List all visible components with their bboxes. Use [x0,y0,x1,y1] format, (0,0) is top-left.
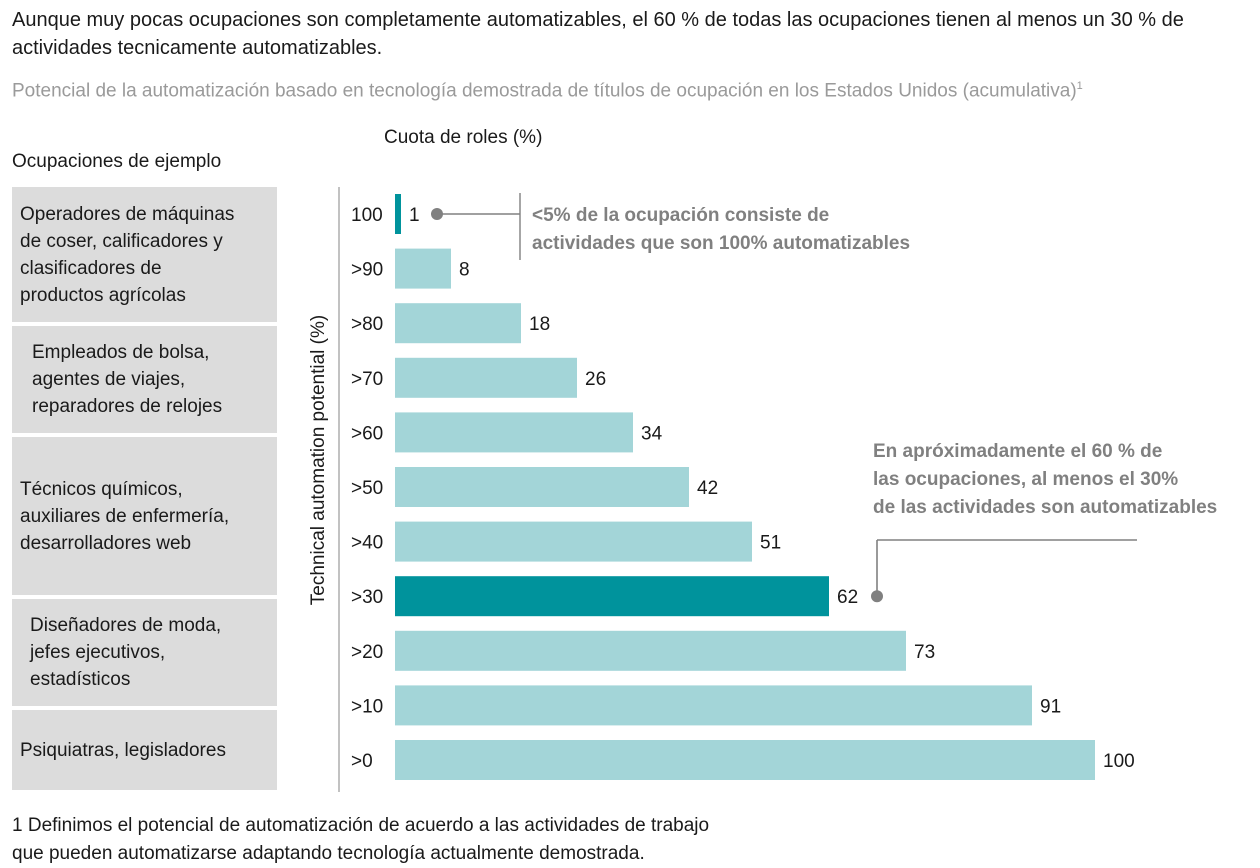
occupation-line: clasificadores de [20,257,162,279]
occupation-line: auxiliares de enfermería, [20,505,230,527]
occupation-line: jefes ejecutivos, [30,642,166,663]
occupation-line: de coser, calificadores y [20,230,223,252]
bar [395,576,829,617]
value-label: 51 [760,533,781,554]
value-label: 18 [529,314,550,335]
bar [395,194,401,234]
bar [395,357,577,398]
value-label: 100 [1103,751,1135,772]
category-label: >80 [351,314,383,335]
bar [395,248,451,289]
subtitle-text: Potencial de la automatización basado en… [12,80,1077,102]
occupation-line: Diseñadores de moda, [30,615,222,636]
occupations-title: Ocupaciones de ejemplo [12,151,222,172]
value-label: 73 [914,642,935,663]
category-label: >30 [351,587,383,608]
annotation-text: las ocupaciones, al menos el 30% [873,469,1178,490]
occupation-group: Técnicos químicos, auxiliares de enferme… [12,437,277,595]
footnote-line: 1 Definimos el potencial de automatizaci… [12,815,710,836]
bar [395,630,906,671]
occupation-line: estadísticos [30,669,131,690]
category-label: >0 [351,751,373,772]
bar [395,521,752,562]
bar [395,412,633,453]
occupation-line: Técnicos químicos, [20,478,183,500]
annotation-text: En apróximadamente el 60 % de [873,441,1162,462]
category-label: 100 [351,205,383,226]
annotation-text: actividades que son 100% automatizables [532,233,910,254]
occupation-line: Psiquiatras, legisladores [20,739,226,761]
bar [395,685,1032,726]
subtitle-footnote-mark: 1 [1076,80,1083,92]
occupation-group: Empleados de bolsa, agentes de viajes, r… [12,326,277,433]
annotation-text: de las actividades son automatizables [873,497,1217,518]
annotation-text: <5% de la ocupación consiste de [532,205,829,226]
chart-subtitle: Potencial de la automatización basado en… [12,80,1083,102]
value-label: 62 [837,587,858,608]
category-label: >90 [351,260,383,281]
occupation-group: Operadores de máquinas de coser, calific… [12,187,277,322]
value-label: 8 [459,260,470,281]
occupation-group: Diseñadores de moda, jefes ejecutivos, e… [12,599,277,706]
occupation-line: Empleados de bolsa, [32,342,210,363]
value-label: 91 [1040,696,1061,717]
annotation-marker [871,590,883,603]
category-label: >40 [351,533,383,554]
chart-title: Cuota de roles (%) [384,127,543,148]
footnote-line: que pueden automatizarse adaptando tecno… [12,843,645,864]
footnote: 1 Definimos el potencial de automatizaci… [12,812,709,868]
annotation-marker [431,208,443,220]
occupation-line: reparadores de relojes [32,396,223,417]
value-label: 26 [585,369,606,390]
category-label: >50 [351,478,383,499]
occupation-line: desarrolladores web [20,532,192,554]
occupation-line: productos agrícolas [20,284,186,306]
category-label: >70 [351,369,383,390]
category-label: >20 [351,642,383,663]
bar [395,740,1095,780]
value-label: 34 [641,423,663,444]
value-label: 1 [409,205,420,226]
occupation-line: agentes de viajes, [32,369,186,390]
category-label: >60 [351,423,383,444]
y-axis-label: Technical automation potential (%) [308,315,329,605]
occupation-group: Psiquiatras, legisladores [12,710,277,790]
category-label: >10 [351,696,383,717]
bar [395,303,521,344]
headline: Aunque muy pocas ocupaciones son complet… [12,9,1184,59]
occupation-line: Operadores de máquinas [20,203,235,225]
value-label: 42 [697,478,718,499]
bar [395,467,689,507]
